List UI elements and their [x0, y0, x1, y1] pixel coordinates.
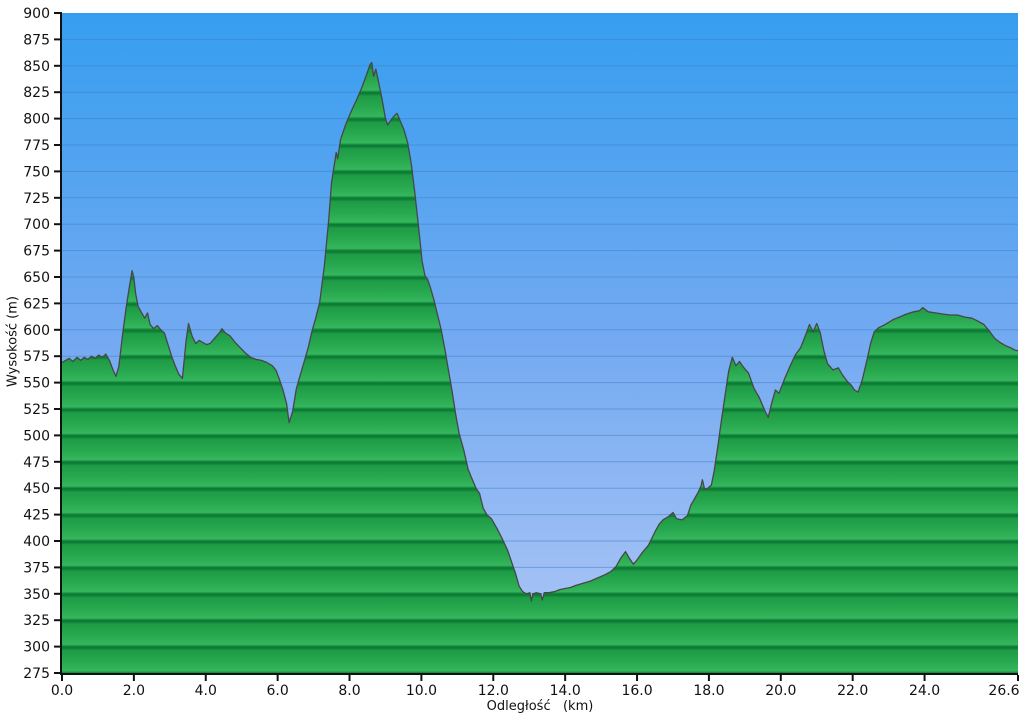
x-tick-label: 4.0: [195, 683, 217, 699]
x-tick-label: 26.6: [988, 683, 1019, 699]
y-tick-label: 300: [23, 640, 50, 656]
y-axis-title: Wysokość (m): [5, 296, 21, 387]
x-axis-title: Odległość (km): [486, 699, 594, 714]
x-tick-label: 14.0: [550, 683, 581, 699]
y-tick-label: 825: [23, 85, 50, 101]
y-tick-label: 850: [23, 59, 50, 75]
y-tick-label: 700: [23, 217, 50, 233]
x-tick-label: 20.0: [765, 683, 796, 699]
y-tick-label: 375: [23, 560, 50, 576]
y-tick-label: 575: [23, 349, 50, 365]
y-tick-label: 625: [23, 296, 50, 312]
y-tick-label: 800: [23, 112, 50, 128]
elevation-outline: [61, 61, 1019, 602]
x-tick-label: 2.0: [123, 683, 145, 699]
x-tick-label: 12.0: [478, 683, 509, 699]
x-tick-label: 18.0: [693, 683, 724, 699]
y-tick-label: 525: [23, 402, 50, 418]
y-tick-label: 900: [23, 6, 50, 22]
x-tick-label: 22.0: [837, 683, 868, 699]
y-tick-label: 450: [23, 481, 50, 497]
y-tick-label: 275: [23, 666, 50, 682]
x-tick-label: 10.0: [406, 683, 437, 699]
y-tick-label: 725: [23, 191, 50, 207]
y-tick-label: 500: [23, 428, 50, 444]
y-tick-label: 350: [23, 587, 50, 603]
y-tick-label: 600: [23, 323, 50, 339]
y-tick-label: 325: [23, 613, 50, 629]
y-tick-label: 775: [23, 138, 50, 154]
y-tick-label: 400: [23, 534, 50, 550]
x-tick-label: 16.0: [621, 683, 652, 699]
y-tick-label: 425: [23, 508, 50, 524]
elevation-area: [62, 62, 1018, 674]
y-tick-label: 475: [23, 455, 50, 471]
y-tick-label: 675: [23, 244, 50, 260]
x-tick-label: 24.0: [909, 683, 940, 699]
x-tick-label: 0.0: [51, 683, 73, 699]
y-tick-label: 650: [23, 270, 50, 286]
y-tick-label: 750: [23, 164, 50, 180]
x-tick-label: 6.0: [267, 683, 289, 699]
y-tick-label: 550: [23, 376, 50, 392]
y-tick-label: 875: [23, 32, 50, 48]
x-tick-label: 8.0: [338, 683, 360, 699]
